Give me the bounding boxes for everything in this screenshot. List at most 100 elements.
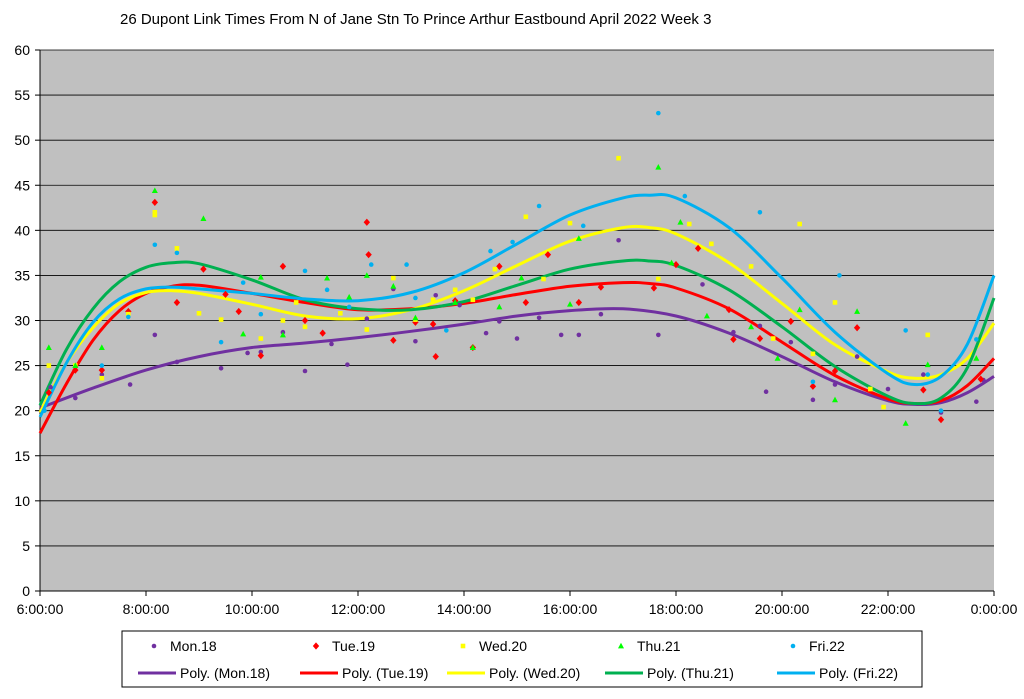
data-point-series-2 <box>432 352 439 361</box>
y-tick-label: 35 <box>14 267 30 283</box>
data-point-series-5 <box>99 363 105 368</box>
data-point-series-3 <box>656 276 661 282</box>
data-point-series-4 <box>703 312 710 319</box>
y-tick-label: 60 <box>14 42 30 58</box>
data-point-series-1 <box>99 372 105 377</box>
trendlines <box>38 193 996 434</box>
x-tick-label: 20:00:00 <box>755 601 810 617</box>
data-point-series-2 <box>173 298 181 307</box>
data-point-series-2 <box>831 367 839 375</box>
x-tick-label: 16:00:00 <box>543 601 598 617</box>
data-point-series-2 <box>725 306 733 314</box>
data-point-series-4 <box>854 308 861 314</box>
data-point-series-2 <box>98 366 106 374</box>
data-point-series-5 <box>757 210 763 215</box>
data-point-series-3 <box>99 375 105 381</box>
data-point-series-1 <box>656 332 661 338</box>
legend-label: Poly. (Fri.22) <box>819 665 898 681</box>
data-point-series-5 <box>258 311 264 317</box>
data-point-series-3 <box>174 246 180 251</box>
data-point-series-1 <box>329 341 334 347</box>
data-point-series-5 <box>404 262 409 267</box>
data-point-series-1 <box>73 395 78 401</box>
data-point-series-1 <box>921 372 926 377</box>
legend-box <box>121 630 923 688</box>
data-point-series-1 <box>364 316 370 321</box>
data-point-series-4 <box>363 272 370 278</box>
data-point-series-1 <box>174 359 180 365</box>
data-point-series-4 <box>575 235 582 241</box>
data-point-series-5 <box>903 328 908 333</box>
data-point-series-4 <box>346 293 353 300</box>
data-point-series-2 <box>920 386 927 394</box>
x-tick-label: 0:00:00 <box>971 601 1018 617</box>
data-point-series-4 <box>774 355 781 361</box>
legend-marker-3 <box>460 643 466 649</box>
data-point-series-1 <box>616 237 621 243</box>
data-point-series-5 <box>324 287 330 293</box>
data-point-series-5 <box>510 239 515 245</box>
data-point-series-4 <box>796 306 803 313</box>
axes: 0 5 10 15 20 25 30 35 40 45 50 55 60 6:00:00 8:00:00 10… <box>14 42 1017 617</box>
data-point-series-1 <box>345 362 350 367</box>
data-point-series-3 <box>152 210 158 215</box>
data-point-series-1 <box>757 323 763 329</box>
data-point-series-5 <box>444 328 449 333</box>
data-point-series-4 <box>200 215 207 222</box>
y-tick-label: 15 <box>14 448 30 464</box>
data-point-series-2 <box>694 244 702 252</box>
data-point-series-1 <box>810 397 816 403</box>
y-tick-label: 45 <box>14 177 30 193</box>
x-tick-label: 6:00:00 <box>17 601 64 617</box>
data-point-series-2 <box>597 283 605 291</box>
data-point-series-4 <box>72 362 79 368</box>
data-point-series-4 <box>45 344 52 350</box>
data-point-series-1 <box>258 349 264 355</box>
legend-marker-4 <box>618 642 624 649</box>
data-point-series-4 <box>902 420 909 426</box>
y-tick-label: 25 <box>14 358 30 374</box>
data-point-series-3 <box>470 297 476 303</box>
y-tick-label: 5 <box>22 538 30 554</box>
data-point-series-2 <box>853 324 861 332</box>
data-point-series-3 <box>152 212 158 218</box>
legend-marker-5 <box>790 643 796 649</box>
data-point-series-2 <box>522 298 530 307</box>
data-point-series-2 <box>575 298 583 307</box>
data-point-series-1 <box>763 389 769 395</box>
legend-label: Fri.22 <box>809 638 845 654</box>
data-point-series-5 <box>536 203 542 209</box>
data-point-series-2 <box>301 316 309 325</box>
data-point-series-4 <box>924 361 931 368</box>
data-point-series-1 <box>497 319 502 324</box>
data-point-series-3 <box>492 266 498 272</box>
data-point-series-2 <box>257 352 265 360</box>
data-point-series-5 <box>174 250 180 256</box>
data-point-series-3 <box>881 404 886 410</box>
data-point-series-2 <box>730 335 737 344</box>
data-point-series-1 <box>245 350 250 356</box>
data-point-series-4 <box>98 344 105 350</box>
legend-label: Poly. (Mon.18) <box>180 665 270 681</box>
data-point-series-3 <box>868 386 873 392</box>
data-point-series-3 <box>748 264 754 269</box>
x-tick-label: 10:00:00 <box>225 601 280 617</box>
data-point-series-3 <box>452 287 458 293</box>
data-point-series-1 <box>854 354 860 359</box>
y-tick-label: 0 <box>22 583 30 599</box>
data-point-series-1 <box>127 382 133 387</box>
x-tick-label: 12:00:00 <box>331 601 386 617</box>
data-point-series-3 <box>280 318 286 323</box>
data-point-series-5 <box>126 314 131 320</box>
data-point-series-3 <box>523 214 529 220</box>
data-point-series-1 <box>700 282 705 287</box>
data-point-series-2 <box>809 382 817 390</box>
data-point-series-3 <box>541 276 546 282</box>
data-point-series-5 <box>488 248 493 254</box>
data-point-series-5 <box>42 408 47 413</box>
data-point-series-1 <box>302 368 308 374</box>
data-point-series-2 <box>937 416 945 424</box>
data-point-series-4 <box>469 344 476 350</box>
data-point-series-2 <box>279 262 287 270</box>
